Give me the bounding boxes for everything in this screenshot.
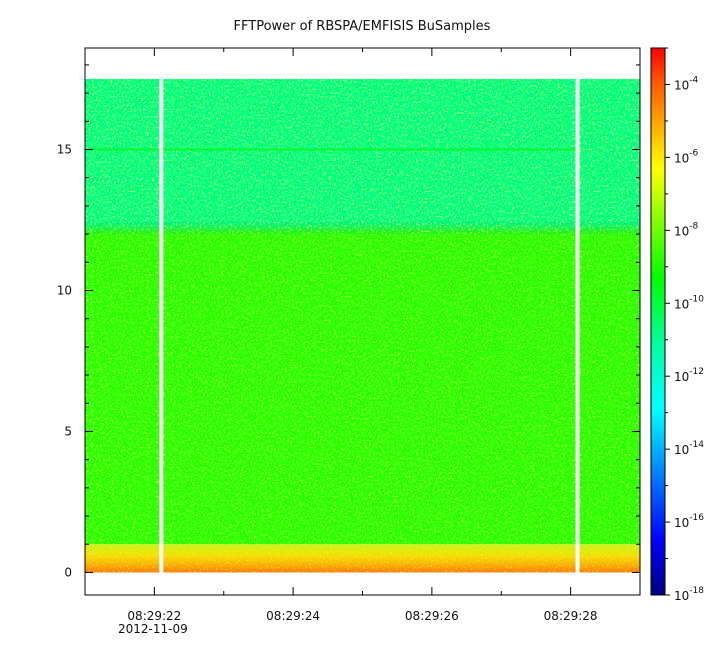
x-tick-label-0: 08:29:22 [127, 609, 181, 623]
colorbar-tick-label-2: 10-14 [674, 440, 704, 457]
x-axis: 08:29:22 08:29:24 08:29:26 08:29:28 [127, 48, 598, 623]
colorbar-tick-exponent: -10 [689, 294, 704, 304]
y-tick-label-1: 5 [64, 424, 72, 438]
colorbar-tick-base: 10 [674, 78, 689, 92]
colorbar-tick-exponent: -16 [689, 513, 704, 523]
y-tick-label-3: 15 [57, 143, 72, 157]
x-date-label: 2012-11-09 [118, 622, 188, 636]
x-tick-label-2: 08:29:26 [405, 609, 459, 623]
colorbar-tick-base: 10 [674, 370, 689, 384]
colorbar-gradient [650, 47, 666, 596]
data-gap-0 [159, 79, 164, 573]
band-transition [85, 221, 640, 235]
data-gap-1 [575, 79, 580, 573]
spectrogram-bands [85, 79, 640, 573]
colorbar-tick-exponent: -14 [689, 440, 704, 450]
low-frequency-band [85, 544, 640, 573]
colorbar-tick-label-5: 10-8 [674, 221, 699, 238]
colorbar-tick-base: 10 [674, 151, 689, 165]
colorbar-tick-exponent: -8 [689, 221, 698, 231]
colorbar-tick-label-4: 10-10 [674, 294, 704, 311]
spectrogram-band-3 [85, 228, 640, 545]
colorbar-tick-exponent: -6 [689, 148, 698, 158]
colorbar-tick-label-6: 10-6 [674, 148, 699, 165]
y-tick-label-2: 10 [57, 283, 72, 297]
colorbar-tick-label-0: 10-18 [674, 586, 704, 603]
chart-title: FFTPower of RBSPA/EMFISIS BuSamples [234, 19, 491, 34]
colorbar-tick-label-3: 10-12 [674, 367, 704, 384]
x-tick-label-1: 08:29:24 [266, 609, 320, 623]
colorbar-tick-base: 10 [674, 224, 689, 238]
spectrogram-band-4 [85, 79, 640, 229]
colorbar-tick-label-7: 10-4 [674, 75, 699, 92]
colorbar-tick-base: 10 [674, 589, 689, 603]
y-tick-label-0: 0 [64, 565, 72, 579]
colorbar-tick-label-1: 10-16 [674, 513, 704, 530]
colorbar-tick-base: 10 [674, 443, 689, 457]
colorbar-tick-exponent: -18 [689, 586, 704, 596]
colorbar-tick-base: 10 [674, 516, 689, 530]
colorbar-tick-exponent: -4 [689, 75, 698, 85]
plot-area [85, 48, 640, 595]
data-gaps [159, 79, 580, 573]
colorbar-tick-base: 10 [674, 297, 689, 311]
spectral-line [85, 148, 578, 151]
colorbar-tick-exponent: -12 [689, 367, 704, 377]
x-tick-label-3: 08:29:28 [544, 609, 598, 623]
y-axis: 0 5 10 15 [57, 64, 640, 579]
spectrogram-features [85, 148, 578, 151]
